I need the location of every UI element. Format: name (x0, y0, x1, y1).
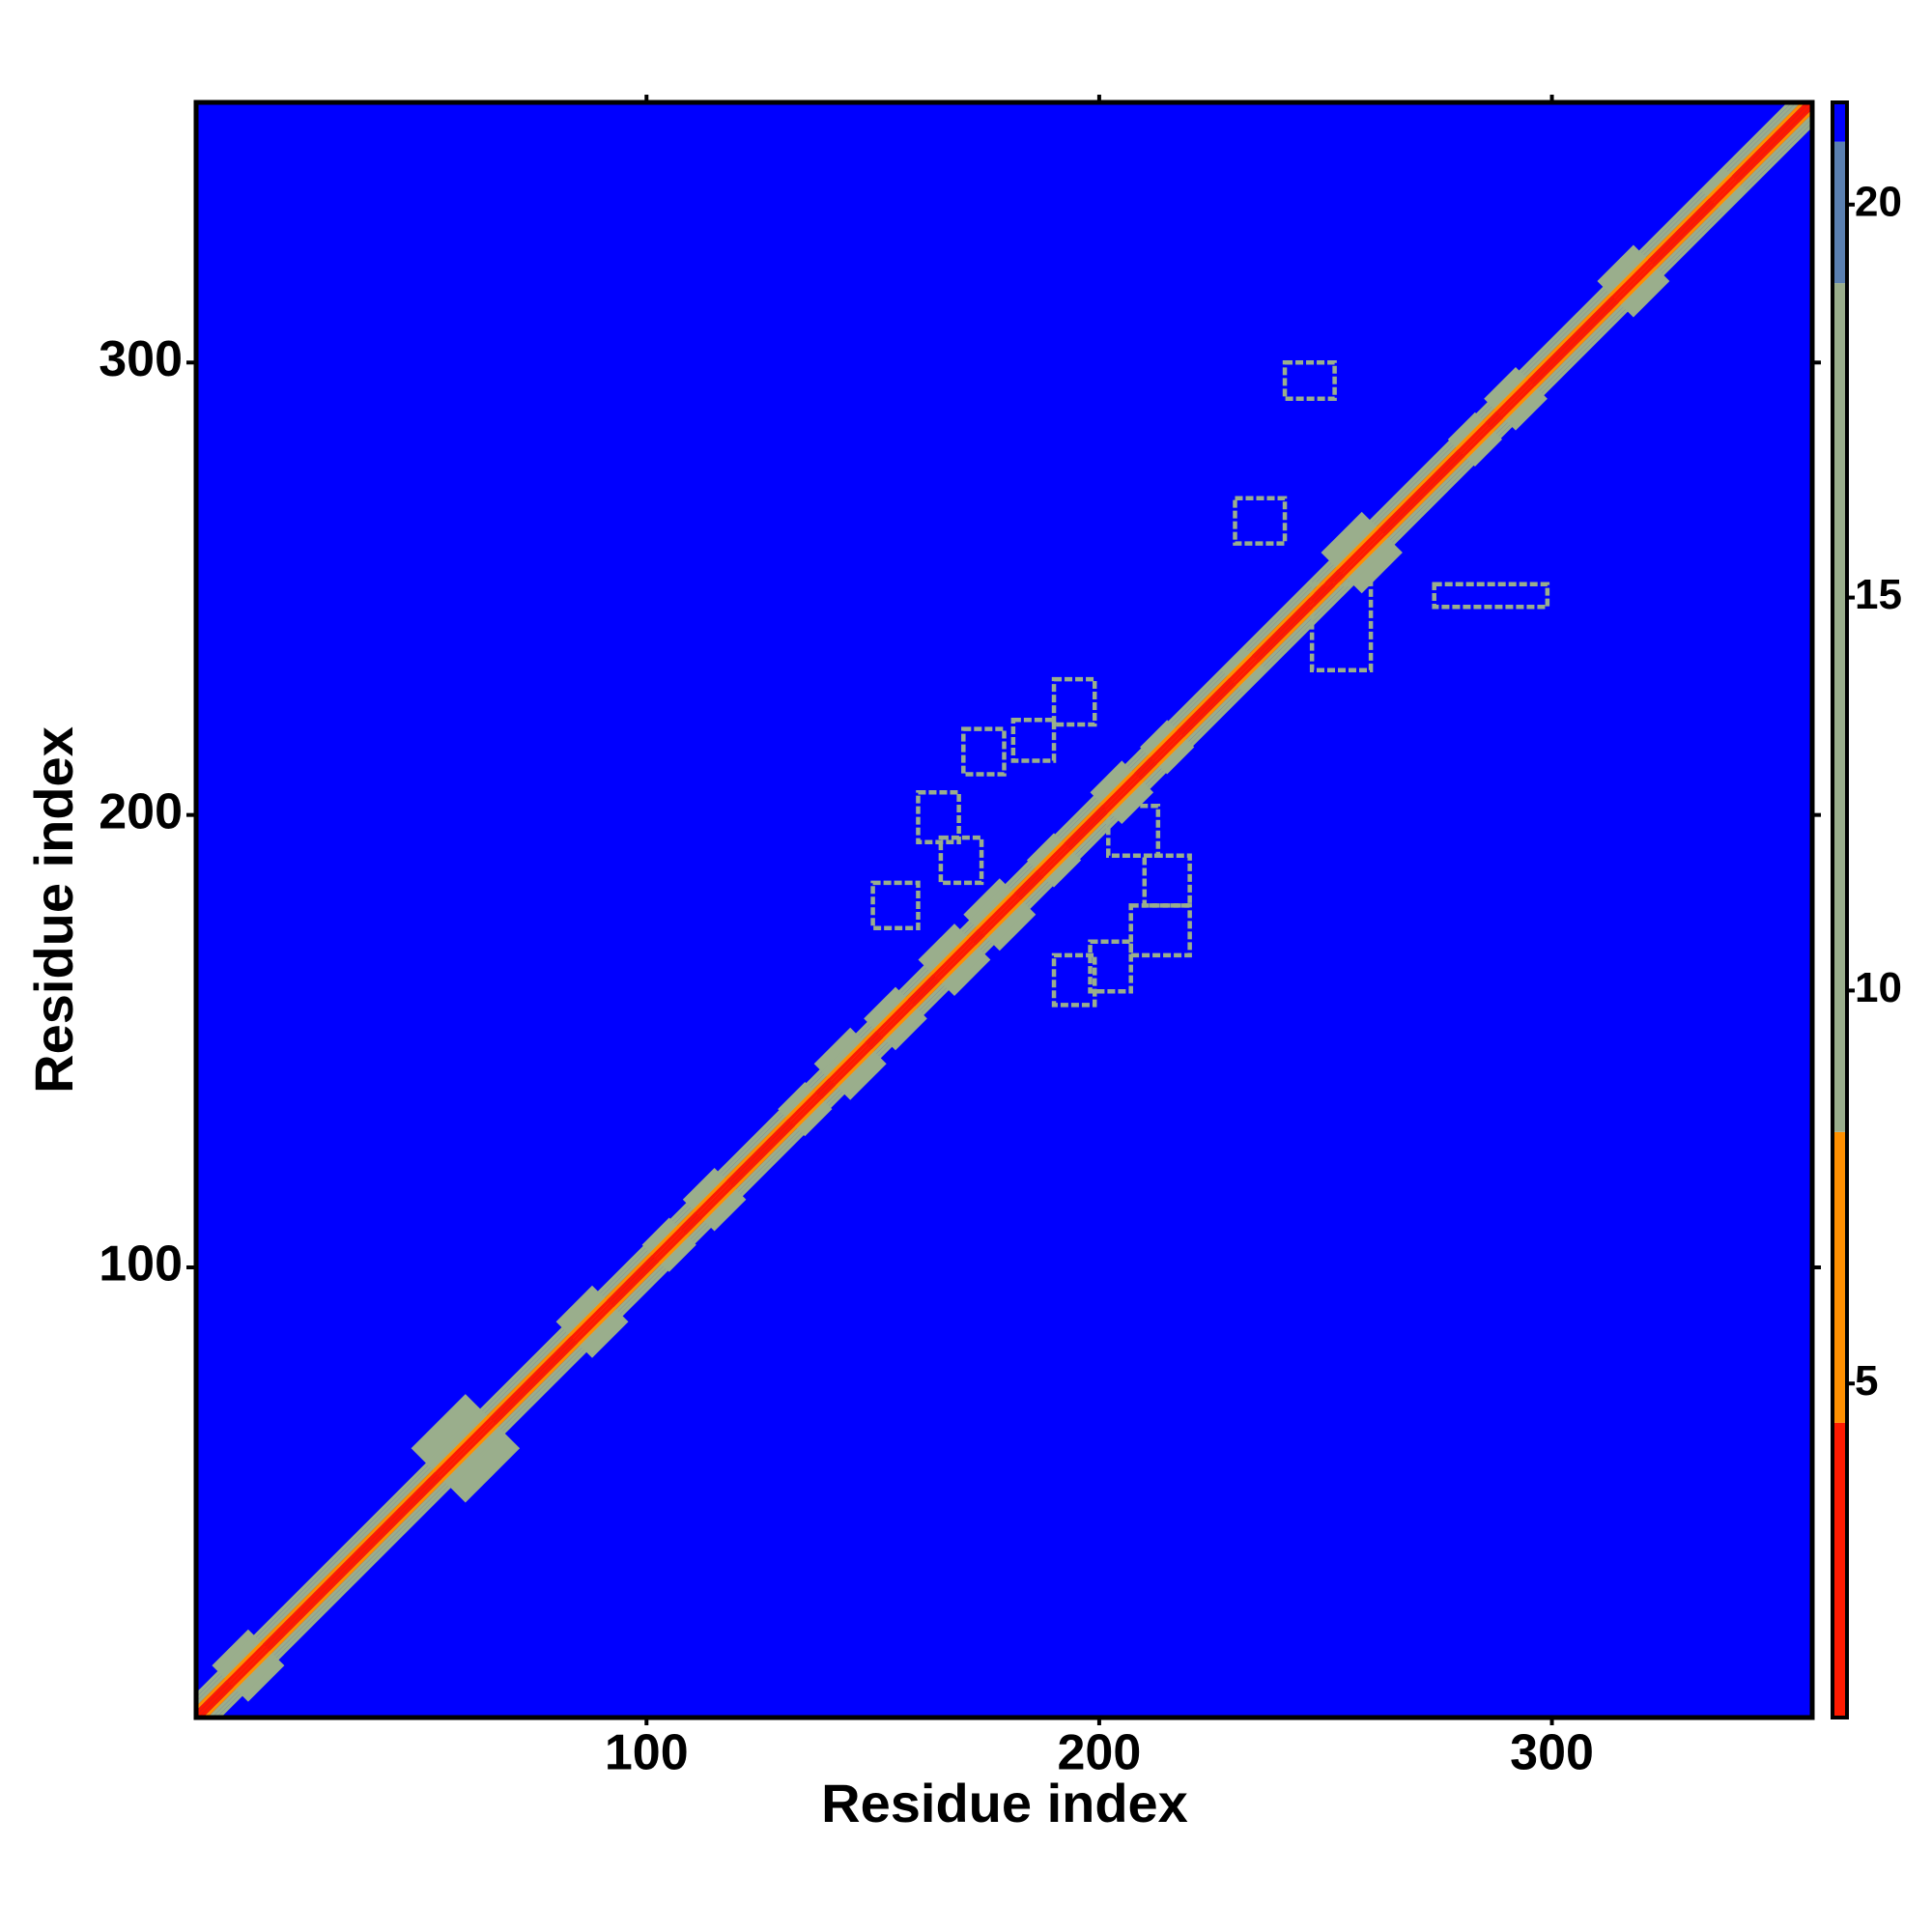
contact-patch (1088, 939, 1133, 994)
colorbar-segment (1833, 102, 1847, 142)
colorbar-segment (1833, 1422, 1847, 1718)
colorbar-border (1831, 100, 1849, 1719)
contact-patch (870, 880, 921, 930)
colorbar-tick-label: 10 (1855, 964, 1902, 1011)
contact-patch (1051, 952, 1097, 1008)
plot-border (193, 99, 1815, 1720)
contact-patch (1051, 676, 1097, 727)
colorbar-segment (1833, 1131, 1847, 1423)
y-tick-label: 300 (99, 331, 183, 387)
x-tick-label: 200 (1058, 1725, 1142, 1781)
contact-patch (938, 835, 984, 886)
colorbar-tick-label: 20 (1855, 178, 1902, 225)
contact-patch (1010, 718, 1057, 763)
diagonal-band (212, 118, 1812, 1718)
y-axis-title: Residue index (23, 726, 84, 1094)
colorbar-segment (1833, 283, 1847, 1132)
colorbar-tick-label: 15 (1855, 571, 1902, 618)
diagonal-band (196, 102, 1812, 1718)
y-tick-label: 200 (99, 783, 183, 839)
contact-patch (1432, 582, 1550, 610)
diagonal-band (196, 102, 1797, 1702)
x-axis-title: Residue index (821, 1773, 1188, 1833)
contact-patch (961, 726, 1007, 777)
contact-patch (1233, 496, 1288, 546)
contact-patch (1309, 582, 1374, 673)
y-tick-label: 100 (99, 1236, 183, 1293)
plot-area (196, 102, 1812, 1718)
contact-patch (1128, 903, 1192, 958)
contact-patch (1282, 360, 1337, 402)
colorbar-tick-label: 5 (1855, 1357, 1878, 1405)
x-tick-label: 100 (605, 1725, 689, 1781)
contact-patch (916, 789, 961, 844)
x-tick-label: 300 (1510, 1725, 1594, 1781)
colorbar-segment (1833, 141, 1847, 284)
